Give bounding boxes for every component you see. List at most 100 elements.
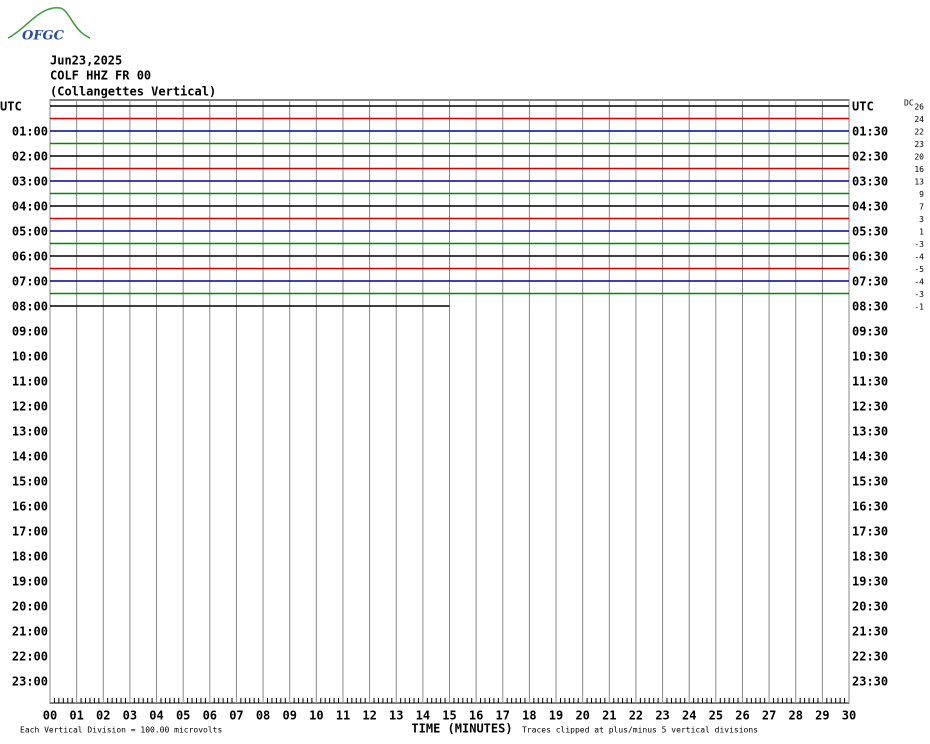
x-tick-label: 07 (229, 709, 243, 723)
right-label: 09:30 (852, 325, 888, 339)
dc-label: DC (904, 99, 914, 108)
x-tick-label: 28 (789, 709, 803, 723)
left-label: 10:00 (12, 350, 48, 364)
right-label: 23:30 (852, 675, 888, 689)
x-tick-label: 25 (709, 709, 723, 723)
right-label: 16:30 (852, 500, 888, 514)
x-tick-label: 09 (282, 709, 296, 723)
clip-note: Traces clipped at plus/minus 5 vertical … (522, 726, 758, 735)
right-label: 18:30 (852, 550, 888, 564)
dc-value: -4 (914, 253, 924, 262)
right-label: 10:30 (852, 350, 888, 364)
left-label: 06:00 (12, 250, 48, 264)
left-label: 04:00 (12, 200, 48, 214)
right-label: 11:30 (852, 375, 888, 389)
right-label: 20:30 (852, 600, 888, 614)
x-tick-label: 22 (629, 709, 643, 723)
x-tick-label: 12 (362, 709, 376, 723)
left-label: 15:00 (12, 475, 48, 489)
dc-value: -3 (914, 240, 924, 249)
dc-value: 1 (919, 228, 924, 237)
left-label: 14:00 (12, 450, 48, 464)
right-label: 13:30 (852, 425, 888, 439)
left-label: 01:00 (12, 125, 48, 139)
left-label: 11:00 (12, 375, 48, 389)
dc-value: 22 (914, 128, 924, 137)
right-label: 21:30 (852, 625, 888, 639)
right-label: 07:30 (852, 275, 888, 289)
x-tick-label: 26 (735, 709, 749, 723)
x-tick-label: 23 (655, 709, 669, 723)
right-label: 03:30 (852, 175, 888, 189)
dc-value: 24 (914, 115, 924, 124)
right-label: 06:30 (852, 250, 888, 264)
x-tick-label: 20 (575, 709, 589, 723)
left-label: 08:00 (12, 300, 48, 314)
dc-value: -1 (914, 303, 924, 312)
x-tick-label: 14 (416, 709, 430, 723)
dc-value: -3 (914, 290, 924, 299)
right-label: 14:30 (852, 450, 888, 464)
dc-value: 3 (919, 215, 924, 224)
x-tick-label: 00 (43, 709, 57, 723)
x-tick-label: 05 (176, 709, 190, 723)
right-label: 19:30 (852, 575, 888, 589)
x-tick-label: 10 (309, 709, 323, 723)
right-label: 22:30 (852, 650, 888, 664)
logo: OFGC (22, 29, 65, 44)
left-label: 07:00 (12, 275, 48, 289)
x-axis-title: TIME (MINUTES) (411, 722, 512, 736)
logo-curve (7, 7, 91, 39)
dc-value: 13 (914, 178, 924, 187)
date: Jun23,2025 (50, 54, 122, 68)
left-label: 13:00 (12, 425, 48, 439)
left-label: 17:00 (12, 525, 48, 539)
right-label: 02:30 (852, 150, 888, 164)
x-tick-label: 29 (815, 709, 829, 723)
x-tick-label: 17 (496, 709, 510, 723)
x-tick-label: 03 (123, 709, 137, 723)
right-label: 01:30 (852, 125, 888, 139)
dc-value: 20 (914, 153, 924, 162)
x-tick-label: 04 (149, 709, 163, 723)
x-tick-label: 19 (549, 709, 563, 723)
x-tick-label: 16 (469, 709, 483, 723)
left-label: 23:00 (12, 675, 48, 689)
x-tick-label: 06 (203, 709, 217, 723)
x-tick-label: 01 (69, 709, 83, 723)
location: (Collangettes Vertical) (50, 85, 216, 99)
dc-value: 16 (914, 165, 924, 174)
dc-value: 9 (919, 190, 924, 199)
left-label: 19:00 (12, 575, 48, 589)
left-label: 03:00 (12, 175, 48, 189)
x-tick-label: 02 (96, 709, 110, 723)
x-tick-label: 18 (522, 709, 536, 723)
left-label: 20:00 (12, 600, 48, 614)
x-tick-label: 24 (682, 709, 696, 723)
x-tick-label: 30 (842, 709, 856, 723)
left-label: UTC (0, 100, 22, 114)
right-label: 15:30 (852, 475, 888, 489)
left-label: 22:00 (12, 650, 48, 664)
right-label: 05:30 (852, 225, 888, 239)
station: COLF HHZ FR 00 (50, 69, 151, 83)
dc-value: 26 (914, 103, 924, 112)
left-label: 09:00 (12, 325, 48, 339)
right-label: 12:30 (852, 400, 888, 414)
left-label: 02:00 (12, 150, 48, 164)
right-label: UTC (852, 100, 874, 114)
x-tick-label: 11 (336, 709, 350, 723)
dc-value: 23 (914, 140, 924, 149)
dc-value: 7 (919, 203, 924, 212)
right-label: 17:30 (852, 525, 888, 539)
left-label: 21:00 (12, 625, 48, 639)
left-label: 16:00 (12, 500, 48, 514)
x-tick-label: 21 (602, 709, 616, 723)
dc-value: -5 (914, 265, 924, 274)
x-tick-label: 15 (442, 709, 456, 723)
right-label: 08:30 (852, 300, 888, 314)
x-tick-label: 27 (762, 709, 776, 723)
left-label: 12:00 (12, 400, 48, 414)
division-note: Each Vertical Division = 100.00 microvol… (20, 726, 222, 735)
